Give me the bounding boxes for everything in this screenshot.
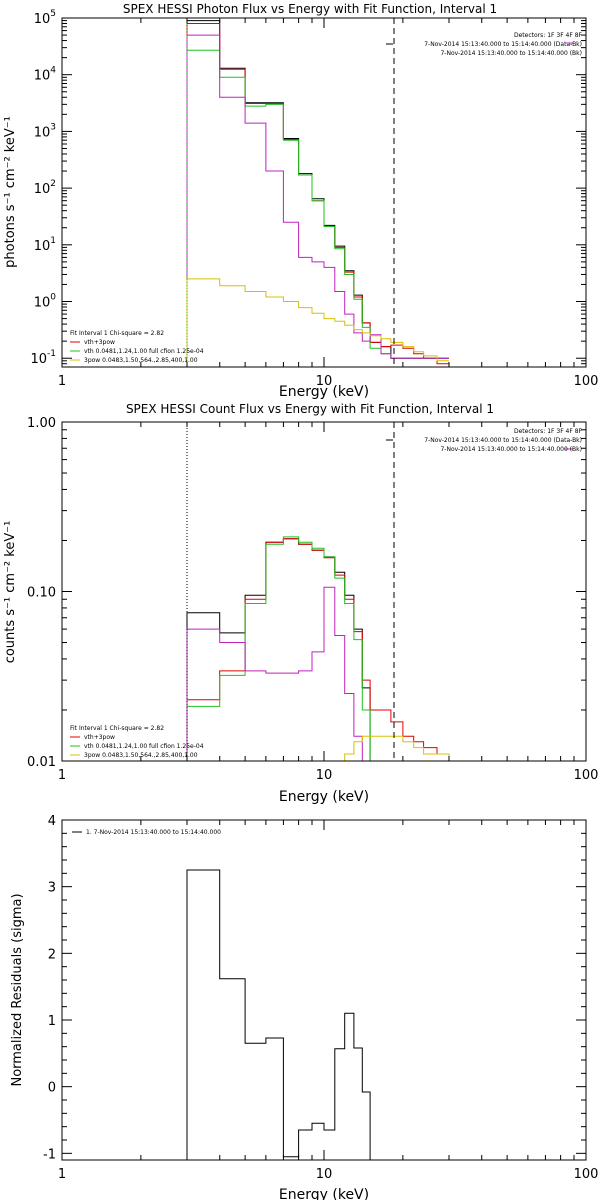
chart-title: SPEX HESSI Photon Flux vs Energy with Fi…: [123, 2, 497, 16]
legend-vth-3pow: vth+3pow: [84, 734, 115, 741]
series-group: [186, 869, 391, 1161]
x-axis: 1 10 100: [58, 422, 599, 783]
y-tick-label: 1: [48, 1014, 56, 1029]
y-axis: -1 0 1 2 3 4: [43, 814, 586, 1162]
y-axis-label: counts s⁻¹ cm⁻² keV⁻¹: [3, 521, 18, 664]
chart-title: SPEX HESSI Count Flux vs Energy with Fit…: [126, 402, 494, 416]
x-tick-label: 10: [316, 768, 333, 783]
series-3-step-line: [186, 586, 470, 762]
y-tick-label: 103: [34, 122, 56, 140]
x-tick-label: 100: [574, 374, 599, 389]
series-1-step-line: [186, 23, 449, 367]
y-tick-label: -1: [43, 1147, 56, 1162]
y-axis: 0.01 0.10 1.00: [27, 416, 586, 770]
series-4-step-line: [187, 735, 470, 762]
x-tick-label: 10: [316, 374, 333, 389]
x-tick-label: 1: [58, 1167, 66, 1182]
x-tick-label: 1: [58, 768, 66, 783]
y-tick-label: 0: [48, 1081, 56, 1096]
series-0-step-line: [186, 20, 449, 367]
x-axis: 1 10 100: [58, 820, 599, 1182]
y-tick-label: 0.01: [27, 755, 56, 770]
x-axis-label: Energy (keV): [279, 384, 369, 400]
legend-detectors: Detectors: 1F 3F 4F 8F: [514, 32, 583, 39]
y-tick-label: 105: [34, 9, 56, 27]
y-tick-label: 1.00: [27, 416, 56, 431]
legend-bk: 7-Nov-2014 15:13:40.000 to 15:14:40.000 …: [440, 446, 582, 453]
legend-3pow: 3pow 0.0483,1.50,564.,2.85,400,1.00: [84, 752, 198, 759]
count-flux-panel: SPEX HESSI Count Flux vs Energy with Fit…: [3, 402, 598, 805]
legend-bk: 7-Nov-2014 15:13:40.000 to 15:14:40.000 …: [440, 50, 582, 57]
y-tick-label: 2: [48, 947, 56, 962]
legend-data-bk: 7-Nov-2014 15:13:40.000 to 15:14:40.000 …: [424, 41, 582, 48]
legend-vth: vth 0.0481,1.24,1.00 full cfion 1.25e-04: [84, 348, 204, 355]
y-axis-label: Normalized Residuals (sigma): [10, 893, 25, 1086]
series-4-step-line: [186, 278, 449, 367]
y-tick-label: 10-1: [30, 349, 56, 367]
residuals-panel: 1 10 100 -1 0 1 2 3 4 Energy (keV) Normalized R…: [10, 814, 599, 1203]
legend-3pow: 3pow 0.0483,1.50,564.,2.85,400,1.00: [84, 357, 198, 364]
series-0-step-line: [186, 538, 470, 762]
y-axis: 10-1 100 101 102 103 104 105: [30, 9, 586, 368]
photon-flux-panel: SPEX HESSI Photon Flux vs Energy with Fi…: [3, 2, 598, 400]
x-tick-label: 1: [58, 374, 66, 389]
legend-fit-interval: Fit Interval 1 Chi-square = 2.82: [70, 725, 164, 732]
marker-lines: [186, 422, 395, 761]
x-tick-label: 100: [574, 1167, 599, 1182]
legend-vth: vth 0.0481,1.24,1.00 full cfion 1.25e-04: [84, 743, 204, 750]
series-3-step-line: [186, 34, 449, 367]
x-axis: 1 10 100: [58, 18, 599, 389]
x-axis-label: Energy (keV): [279, 1187, 369, 1200]
y-tick-label: 3: [48, 881, 56, 896]
y-tick-label: 4: [48, 814, 56, 829]
series-group: [186, 536, 470, 762]
plot-frame: [61, 819, 587, 1161]
series-group: [186, 20, 449, 367]
series-2-step-line: [186, 536, 470, 762]
y-tick-label: 0.10: [27, 586, 56, 601]
marker-lines: [186, 18, 395, 367]
legend-vth-3pow: vth+3pow: [84, 339, 115, 346]
series-1-step-line: [186, 538, 470, 762]
series-0-step-line: [186, 869, 391, 1161]
y-axis-label: photons s⁻¹ cm⁻² keV⁻¹: [3, 116, 18, 268]
legend-detectors: Detectors: 1F 3F 4F 8F: [514, 428, 583, 435]
y-tick-label: 100: [34, 293, 57, 311]
y-tick-label: 104: [34, 66, 57, 84]
x-axis-label: Energy (keV): [279, 789, 369, 805]
x-tick-label: 10: [316, 1167, 333, 1182]
legend-data-bk: 7-Nov-2014 15:13:40.000 to 15:14:40.000 …: [424, 437, 582, 444]
y-tick-label: 102: [34, 179, 56, 197]
legend-fit-interval: Fit Interval 1 Chi-square = 2.82: [70, 330, 164, 337]
legend-interval: 1. 7-Nov-2014 15:13:40.000 to 15:14:40.0…: [86, 829, 221, 836]
y-tick-label: 101: [34, 236, 56, 254]
x-tick-label: 100: [574, 768, 599, 783]
